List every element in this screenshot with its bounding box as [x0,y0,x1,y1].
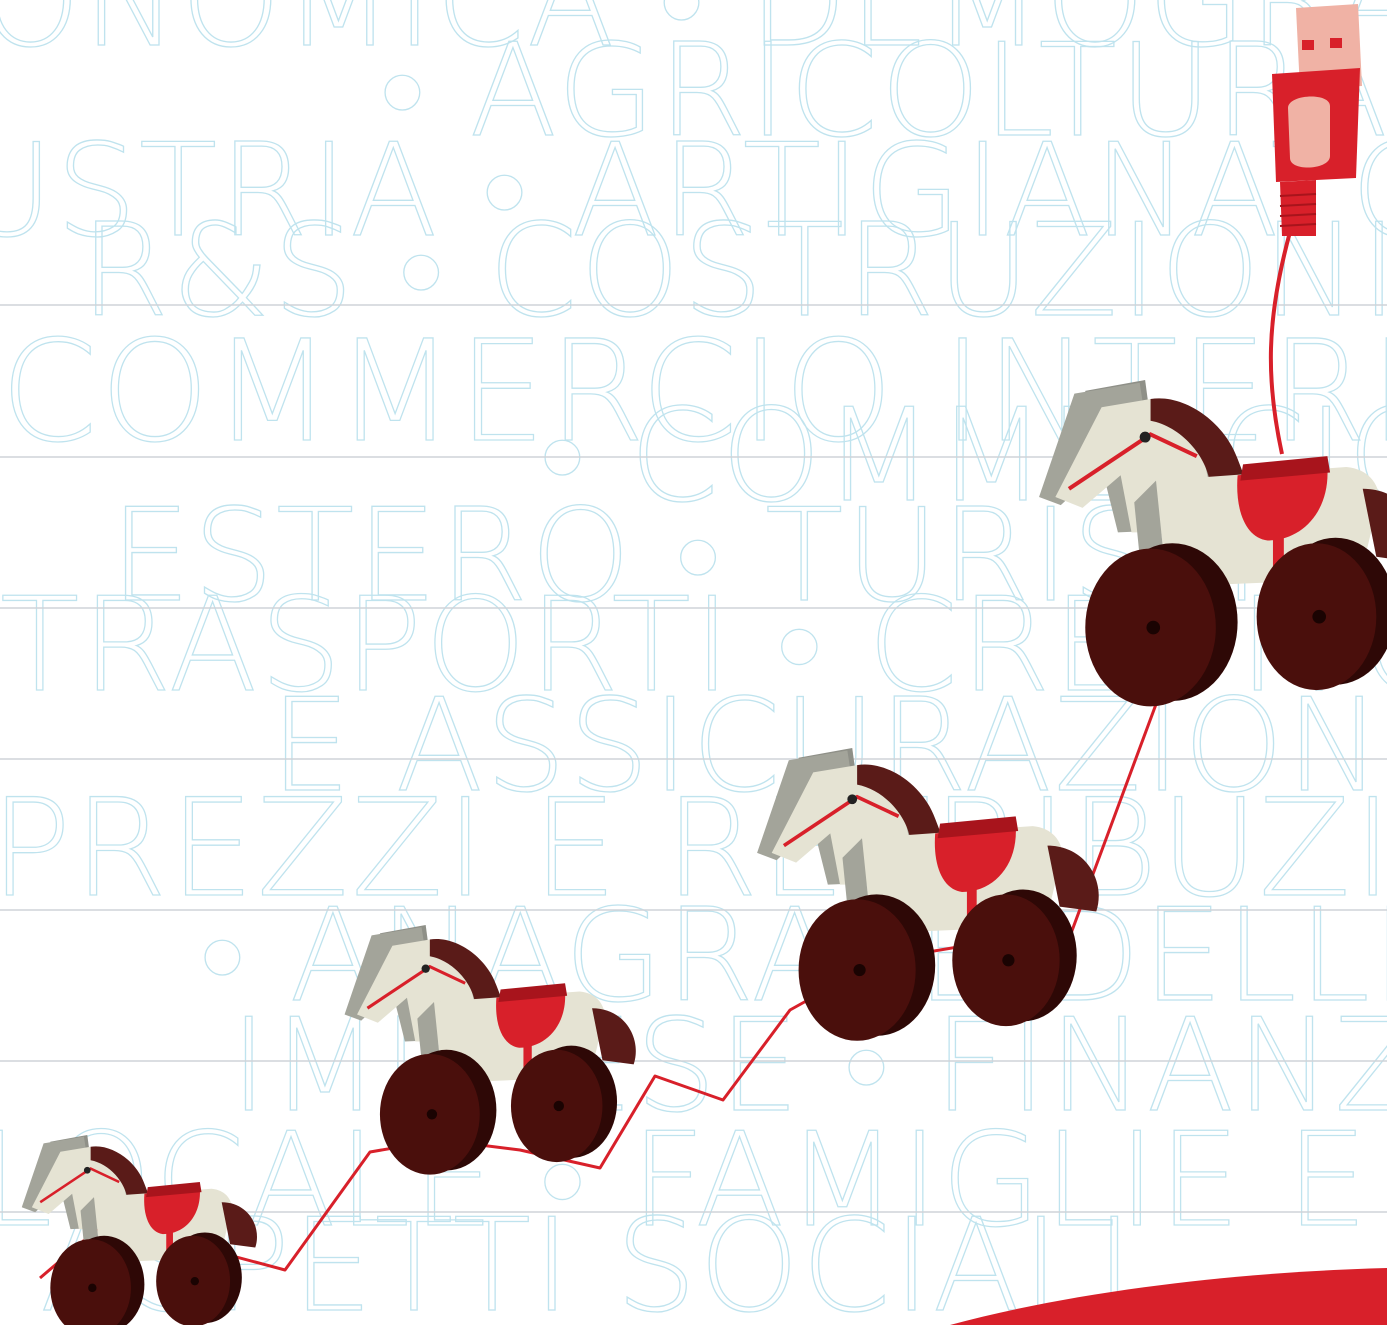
usb-plug-icon [1272,4,1362,236]
usb-cable [1268,231,1292,455]
bg-word-agricoltura: • AGRICOLTURA [380,17,1387,166]
wooden-horse-icon [1039,380,1387,706]
wooden-horse-icon [755,746,1101,1043]
bg-word-rs-costruzioni: R&S • COSTRUZIONI [80,197,1387,346]
wooden-horse-icon [342,923,638,1177]
wooden-horse-icon [20,1133,259,1325]
bg-word-economica: ONOMICA • DEMOGRAFIA [0,0,1387,76]
red-swoosh [950,1268,1387,1325]
bg-word-industria: USTRIA • ARTIGIANATO [0,117,1387,266]
bg-word-prezzi-retribuzioni: PREZZI E RETRIBUZIONI [0,770,1387,927]
